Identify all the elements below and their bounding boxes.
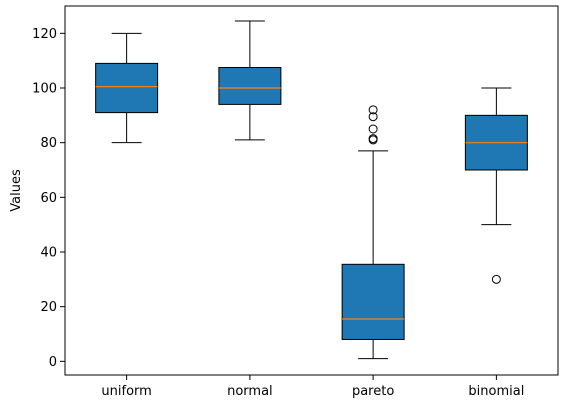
outlier-point: [368, 112, 378, 122]
y-tick-label: 120: [32, 27, 57, 42]
outlier-point: [368, 105, 378, 115]
outlier-point: [368, 124, 378, 134]
box-pareto: [341, 105, 405, 360]
x-tick-label: uniform: [101, 384, 151, 399]
x-axis: uniform normal pareto binomial: [101, 375, 524, 399]
iqr-box: [95, 62, 159, 114]
y-tick-label: 40: [40, 246, 57, 261]
box-uniform: [95, 32, 159, 144]
outlier-point: [491, 274, 501, 284]
x-tick-label: binomial: [468, 384, 524, 399]
outlier-point: [368, 134, 378, 144]
plot-frame: [64, 5, 559, 376]
x-tick-label: pareto: [352, 384, 394, 399]
box-normal: [218, 20, 282, 141]
iqr-box: [341, 263, 405, 340]
iqr-box: [218, 67, 282, 105]
y-axis-label: Values: [9, 169, 24, 212]
y-tick-label: 60: [40, 191, 57, 206]
y-axis: 0 20 40 60 80 100 120: [32, 27, 65, 370]
x-tick-label: normal: [227, 384, 273, 399]
plot-area: [65, 6, 558, 375]
y-tick-label: 80: [40, 136, 57, 151]
boxes: [95, 20, 528, 360]
y-tick-label: 100: [32, 82, 57, 97]
box-binomial: [464, 87, 528, 284]
y-tick-label: 0: [49, 355, 57, 370]
y-tick-label: 20: [40, 300, 57, 315]
